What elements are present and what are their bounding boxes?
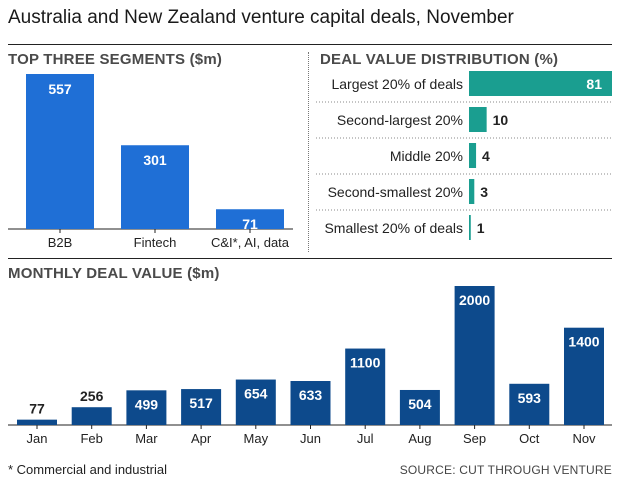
panel-divider	[308, 52, 309, 252]
monthly-bar	[454, 286, 495, 425]
monthly-bar	[235, 379, 276, 425]
monthly-category-label: Sep	[463, 431, 486, 446]
monthly-value-label: 504	[408, 396, 432, 412]
distribution-bar	[469, 143, 477, 168]
distribution-value-label: 1	[477, 220, 485, 236]
monthly-value-label: 2000	[459, 292, 490, 308]
monthly-chart-title: MONTHLY DEAL VALUE ($m)	[8, 265, 220, 282]
monthly-value-label: 1100	[350, 355, 381, 371]
monthly-bar	[17, 419, 57, 425]
monthly-value-label: 593	[518, 390, 542, 406]
distribution-bar	[469, 107, 487, 132]
segment-category-label: C&I*, AI, data	[211, 235, 290, 250]
monthly-category-label: Oct	[519, 431, 540, 446]
footnote: * Commercial and industrial	[8, 462, 167, 477]
monthly-value-label: 517	[189, 395, 213, 411]
monthly-value-label: 654	[244, 386, 268, 402]
monthly-section-rule	[8, 258, 612, 259]
monthly-value-label: 633	[299, 387, 323, 403]
distribution-category-label: Middle 20%	[390, 148, 463, 164]
source-credit: SOURCE: CUT THROUGH VENTURE	[399, 463, 612, 477]
monthly-category-label: Jan	[27, 431, 48, 446]
distribution-value-label: 3	[480, 184, 488, 200]
title-rule	[8, 44, 612, 45]
monthly-bar	[345, 348, 386, 425]
monthly-category-label: Feb	[80, 431, 102, 446]
distribution-category-label: Second-largest 20%	[337, 112, 463, 128]
monthly-value-label: 256	[80, 388, 104, 404]
distribution-category-label: Second-smallest 20%	[328, 184, 463, 200]
segments-chart-title: TOP THREE SEGMENTS ($m)	[8, 51, 223, 68]
monthly-bar	[290, 381, 331, 425]
monthly-bar	[399, 389, 440, 425]
segment-value-label: 301	[143, 152, 167, 168]
monthly-category-label: Jun	[300, 431, 321, 446]
monthly-category-label: May	[244, 431, 269, 446]
distribution-category-label: Largest 20% of deals	[331, 76, 463, 92]
distribution-bar	[469, 179, 475, 204]
page-title: Australia and New Zealand venture capita…	[8, 7, 514, 28]
monthly-value-label: 1400	[568, 334, 599, 350]
monthly-category-label: Nov	[572, 431, 596, 446]
distribution-value-label: 81	[586, 76, 602, 92]
monthly-category-label: Jul	[357, 431, 374, 446]
monthly-bar	[564, 327, 604, 425]
segment-value-label: 71	[242, 216, 258, 232]
segment-category-label: Fintech	[134, 235, 177, 250]
monthly-category-label: Apr	[191, 431, 212, 446]
monthly-bar	[126, 390, 167, 425]
distribution-category-label: Smallest 20% of deals	[324, 220, 463, 236]
monthly-bar	[181, 389, 222, 425]
distribution-value-label: 4	[482, 148, 490, 164]
segment-bar	[26, 74, 94, 229]
segment-value-label: 557	[48, 81, 72, 97]
segment-category-label: B2B	[48, 235, 73, 250]
segment-bar	[121, 145, 189, 229]
monthly-bar	[71, 407, 112, 425]
segment-bar	[216, 209, 284, 229]
monthly-value-label: 77	[29, 401, 45, 417]
distribution-chart-title: DEAL VALUE DISTRIBUTION (%)	[320, 51, 559, 68]
distribution-bar	[469, 215, 471, 240]
monthly-bar	[509, 383, 550, 425]
distribution-value-label: 10	[493, 112, 509, 128]
monthly-value-label: 499	[135, 396, 159, 412]
distribution-bar	[469, 71, 612, 96]
monthly-category-label: Mar	[135, 431, 158, 446]
monthly-category-label: Aug	[408, 431, 431, 446]
